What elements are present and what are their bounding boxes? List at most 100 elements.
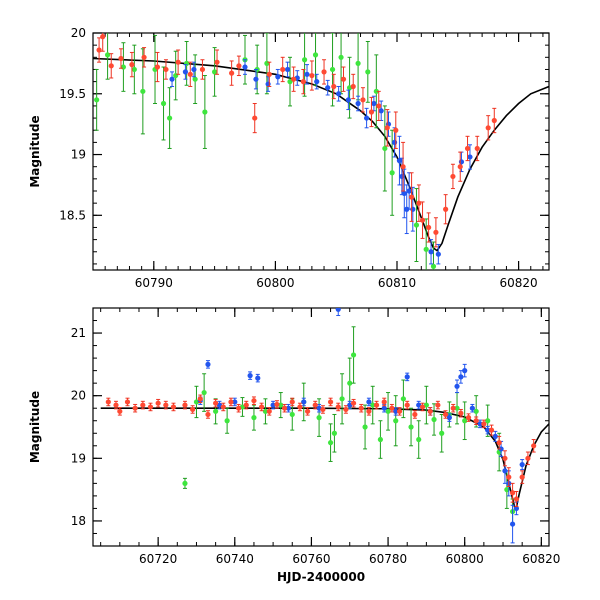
point-marker [404, 402, 410, 408]
point-marker [381, 405, 387, 411]
point-marker [339, 396, 345, 402]
data-point [360, 87, 366, 113]
data-point [243, 400, 249, 410]
data-point [416, 184, 422, 222]
data-point [381, 397, 387, 407]
data-point [100, 33, 106, 52]
data-point [385, 111, 392, 137]
data-point [247, 371, 253, 380]
x-tick-label: 60720 [139, 552, 177, 566]
point-marker [350, 352, 357, 358]
point-marker [335, 404, 341, 410]
point-marker [464, 145, 471, 152]
data-point [275, 68, 281, 85]
data-point [481, 419, 487, 429]
data-point [224, 407, 230, 434]
data-point [376, 90, 382, 122]
point-marker [467, 154, 473, 160]
data-point [205, 360, 211, 369]
point-marker [450, 173, 456, 180]
data-point [170, 402, 177, 412]
data-point [347, 357, 353, 409]
point-marker [243, 402, 249, 408]
data-point [327, 397, 334, 407]
point-marker [205, 361, 211, 367]
point-marker [513, 505, 520, 512]
point-marker [462, 418, 468, 424]
point-marker [473, 408, 479, 414]
data-point [280, 56, 286, 83]
point-marker [320, 406, 326, 413]
point-marker [120, 64, 126, 70]
data-point [412, 410, 418, 419]
data-point [140, 400, 146, 410]
x-tick-label: 60820 [500, 276, 538, 290]
data-point [173, 50, 179, 101]
data-point [339, 373, 345, 425]
data-point [191, 61, 197, 78]
y-tick-label: 20 [71, 26, 86, 40]
data-point [485, 115, 491, 141]
point-marker [458, 374, 464, 380]
data-point [350, 326, 357, 384]
data-point [378, 100, 384, 122]
point-marker [117, 408, 123, 414]
y-tick-label: 19 [71, 451, 86, 465]
point-marker [331, 83, 337, 90]
point-marker [100, 34, 106, 40]
data-point [266, 407, 272, 416]
data-point [132, 403, 138, 413]
x-tick-label: 60760 [292, 552, 330, 566]
point-marker [502, 468, 508, 474]
point-marker [205, 411, 211, 418]
data-point [519, 459, 525, 471]
data-point [469, 403, 475, 413]
point-marker [457, 164, 463, 170]
point-marker [270, 402, 276, 408]
data-point [366, 397, 372, 407]
data-point [408, 407, 414, 447]
data-point [205, 410, 211, 419]
data-point [474, 135, 480, 162]
data-point [94, 68, 100, 131]
point-marker [458, 159, 465, 165]
point-marker [423, 246, 429, 252]
data-point [355, 33, 361, 101]
point-marker [389, 170, 395, 176]
point-marker [509, 490, 516, 496]
data-point [473, 416, 479, 425]
point-marker [393, 127, 399, 133]
data-point [416, 420, 422, 459]
data-point [431, 403, 437, 436]
point-marker [252, 115, 258, 121]
point-marker [350, 400, 357, 406]
point-marker [377, 436, 383, 443]
point-marker [454, 405, 460, 411]
point-marker [304, 71, 310, 77]
point-marker [350, 83, 356, 90]
y-tick-label: 21 [71, 326, 86, 340]
point-marker [519, 474, 525, 480]
point-marker [285, 405, 292, 411]
point-marker [469, 405, 475, 411]
data-point [304, 64, 310, 85]
point-marker [264, 60, 270, 66]
point-marker [366, 408, 372, 414]
bottom-panel: 60720 60740 60760 60780 60800 60820 18 19 20 21 Ma… [28, 307, 560, 584]
data-point [389, 403, 395, 413]
data-point [373, 54, 379, 129]
point-marker [371, 100, 377, 107]
data-point [212, 47, 218, 97]
data-point [338, 33, 344, 95]
point-marker [454, 383, 460, 389]
point-marker [477, 421, 483, 427]
point-marker [531, 443, 537, 449]
point-marker [345, 97, 351, 103]
point-marker [154, 64, 161, 70]
x-tick-label: 60820 [522, 552, 560, 566]
data-point [228, 397, 234, 407]
data-point [300, 68, 306, 95]
data-point [192, 54, 198, 104]
data-point [236, 403, 242, 413]
